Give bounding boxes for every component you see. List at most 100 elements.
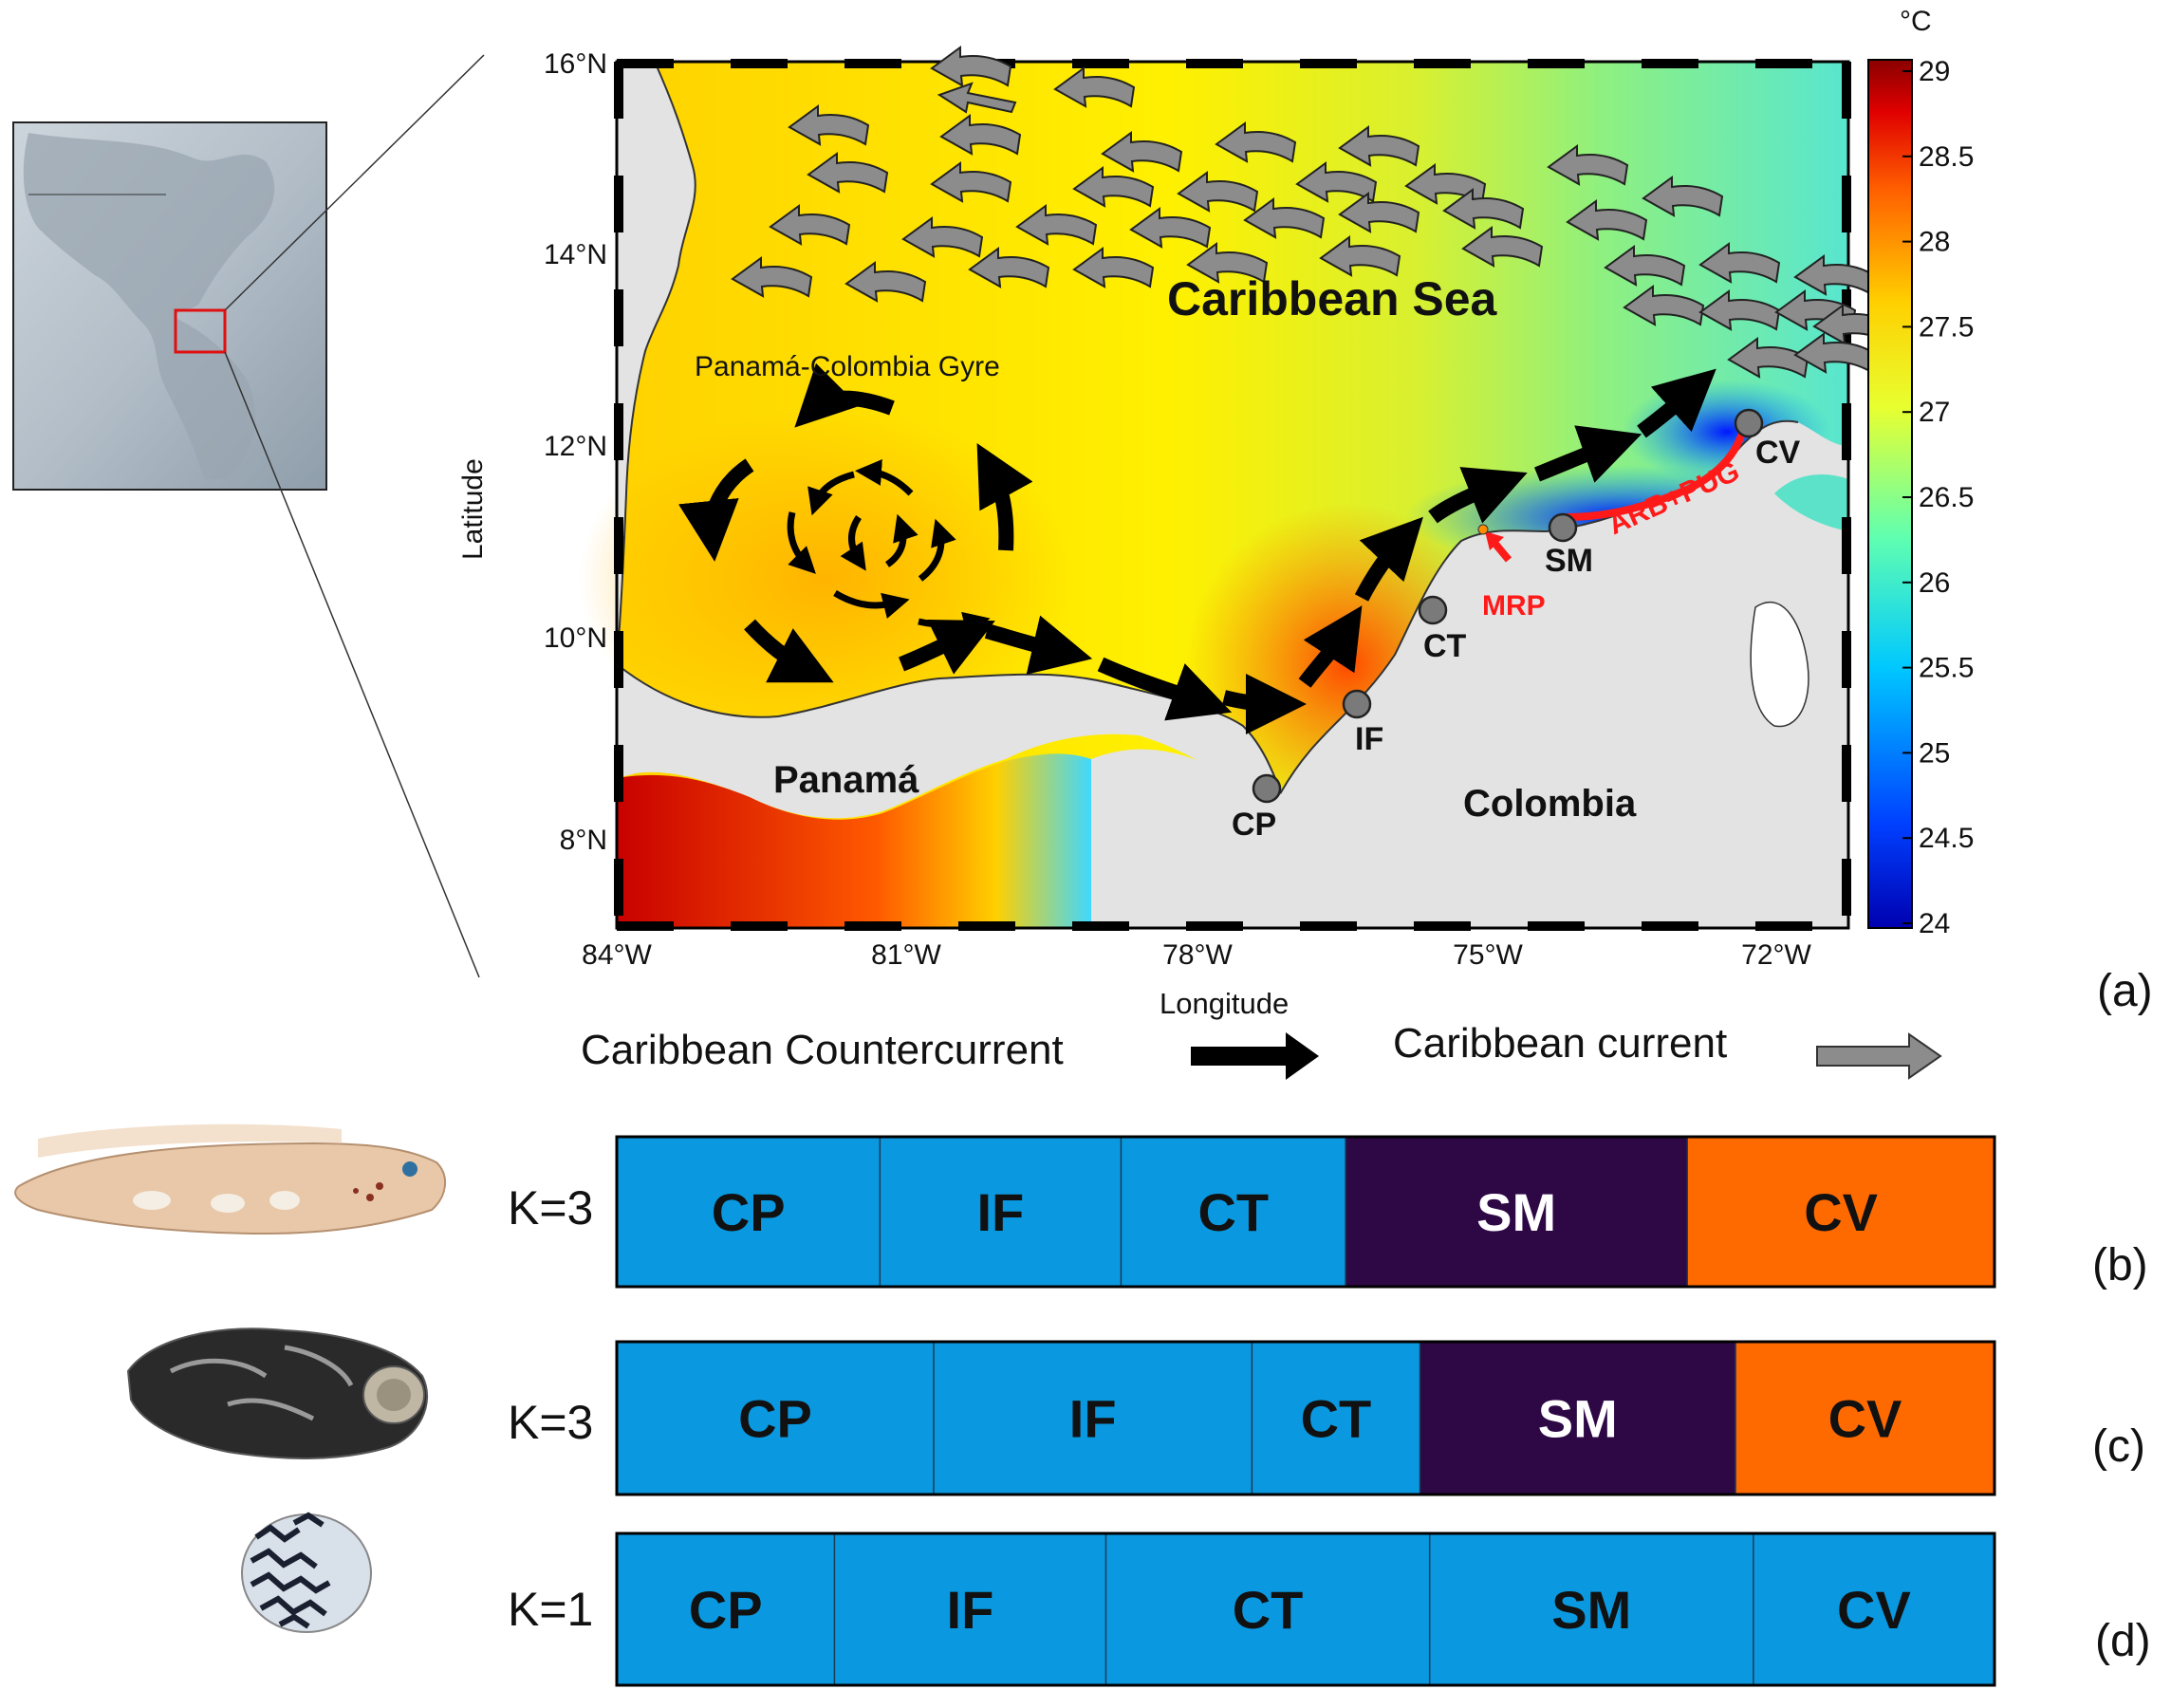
population-block-cv	[1735, 1342, 1995, 1494]
current-arrow	[1319, 235, 1401, 277]
site-label-ct: CT	[1423, 628, 1467, 664]
current-arrow	[769, 204, 851, 246]
site-marker-sm	[1548, 512, 1578, 543]
structure-plot-frame	[615, 1135, 1996, 1289]
zoom-line-top	[224, 54, 485, 311]
population-block-ct	[1121, 1137, 1346, 1287]
population-label: IF	[976, 1182, 1024, 1242]
site-marker-cp	[1252, 773, 1282, 804]
population-label: IF	[1069, 1389, 1117, 1449]
current-arrow	[1338, 192, 1420, 233]
colorbar-tick-label: 27.5	[1919, 311, 1974, 343]
population-label: CV	[1837, 1580, 1911, 1640]
site-markers	[1252, 408, 1764, 804]
countercurrent-arrows	[677, 362, 1716, 734]
gyre-label: Panamá-Colombia Gyre	[695, 351, 1000, 382]
current-arrow	[1727, 337, 1809, 379]
y-axis-label: Latitude	[457, 458, 489, 560]
population-block-if	[880, 1137, 1122, 1287]
colorbar-tick-label: 25	[1919, 737, 1950, 769]
population-label: CV	[1828, 1389, 1902, 1449]
flow-arrow-1	[984, 615, 1093, 675]
inset-map	[12, 121, 327, 491]
legend-countercurrent-label: Caribbean Countercurrent	[581, 1027, 1064, 1073]
current-arrow	[937, 82, 1017, 114]
inset-landmass	[23, 133, 275, 479]
mrp-arrow	[1491, 540, 1512, 563]
colorbar-tick-label: 25.5	[1919, 653, 1974, 684]
mrp-label: MRP	[1482, 590, 1546, 622]
lon-tick-label: 81°W	[871, 939, 941, 971]
population-block-if	[933, 1342, 1252, 1494]
current-arrow	[901, 216, 984, 258]
structure-plot: CP IF CT SM CV K=3	[508, 1135, 1996, 1289]
x-axis-label: Longitude	[1160, 987, 1290, 1020]
current-arrow	[1566, 199, 1648, 241]
gyre-arrow-outer-bottom-left	[744, 619, 834, 683]
population-block-cv	[1687, 1137, 1995, 1287]
current-arrow	[1215, 121, 1297, 163]
current-arrow	[968, 247, 1050, 288]
flow-arrow-6	[1428, 467, 1528, 524]
structure-plot-frame	[615, 1340, 1996, 1496]
current-arrow	[1642, 176, 1724, 217]
current-arrow	[1793, 254, 1876, 296]
legend-current-label: Caribbean current	[1393, 1020, 1728, 1067]
k-label: K=3	[508, 1396, 593, 1449]
site-marker-cv	[1734, 408, 1764, 438]
gyre-arrow-inner	[918, 611, 991, 638]
current-arrow	[1698, 289, 1781, 331]
blenny-fish-picture	[14, 1123, 446, 1235]
land-central-america	[616, 61, 696, 665]
site-marker-if	[1342, 689, 1372, 719]
mrp-marker	[1477, 524, 1489, 535]
population-block-cp	[617, 1342, 934, 1494]
site-label-if: IF	[1355, 721, 1384, 757]
current-arrow	[807, 152, 889, 194]
lat-tick-label: 16°N	[544, 48, 607, 80]
lon-tick-label: 75°W	[1453, 939, 1523, 971]
gyre-arrow-inner	[833, 589, 910, 619]
land-colombia	[1091, 420, 1848, 928]
panel-label-b: (b)	[2092, 1240, 2148, 1290]
gyre-arrow-inner	[884, 513, 918, 567]
caribbean-current-arrows	[937, 82, 1017, 114]
colorbar-tick-label: 29	[1919, 56, 1950, 87]
legend-countercurrent-arrow	[1191, 1032, 1319, 1080]
current-arrow	[844, 261, 927, 303]
structure-plot: CP IF CT SM CV K=1	[508, 1532, 1996, 1687]
colorbar-tick-label: 28	[1919, 227, 1950, 258]
population-block-if	[834, 1533, 1106, 1685]
population-label: CT	[1233, 1580, 1304, 1640]
structure-plot-frame	[615, 1532, 1996, 1687]
lon-tick-label: 84°W	[582, 939, 652, 971]
colorbar-tick-label: 26.5	[1919, 482, 1974, 513]
population-block-sm	[1420, 1342, 1736, 1494]
k-label: K=3	[508, 1181, 593, 1235]
current-arrow	[930, 161, 1012, 203]
colorbar-tick-label: 27	[1919, 397, 1950, 428]
population-label: CT	[1197, 1182, 1269, 1242]
current-arrow	[1698, 242, 1781, 284]
flow-arrow-8	[1637, 368, 1716, 438]
colorbar-tick-label: 28.5	[1919, 141, 1974, 173]
colorbar-unit: °C	[1900, 6, 1932, 37]
population-label: CP	[689, 1580, 763, 1640]
dark-snail-picture	[126, 1327, 428, 1459]
site-label-cp: CP	[1232, 807, 1277, 843]
gyre-arrow-outer-top	[794, 362, 895, 428]
gyre-arrow-inner	[840, 515, 866, 571]
current-arrow	[1547, 144, 1629, 186]
map-border-dashes	[614, 59, 1851, 931]
gyre-arrow-inner	[787, 511, 816, 574]
lat-tick-label: 10°N	[544, 622, 607, 654]
current-arrow	[930, 46, 1012, 87]
map-text-layer: 16°N 14°N 12°N 10°N 8°N 84°W 81°W 78°W 75°W 72°W	[544, 48, 1812, 971]
population-block-cp	[617, 1137, 881, 1287]
gyre-inner-arrows	[787, 458, 991, 638]
colorbar-ticks: 29 28.5 28 27.5 27 26.5 26 25.5 25 24.5 24	[1902, 56, 1974, 939]
sea-label: Caribbean Sea	[1167, 272, 1497, 325]
site-marker-ct	[1418, 595, 1448, 625]
structure-plot: CP IF CT SM CV K=3	[508, 1340, 1996, 1496]
